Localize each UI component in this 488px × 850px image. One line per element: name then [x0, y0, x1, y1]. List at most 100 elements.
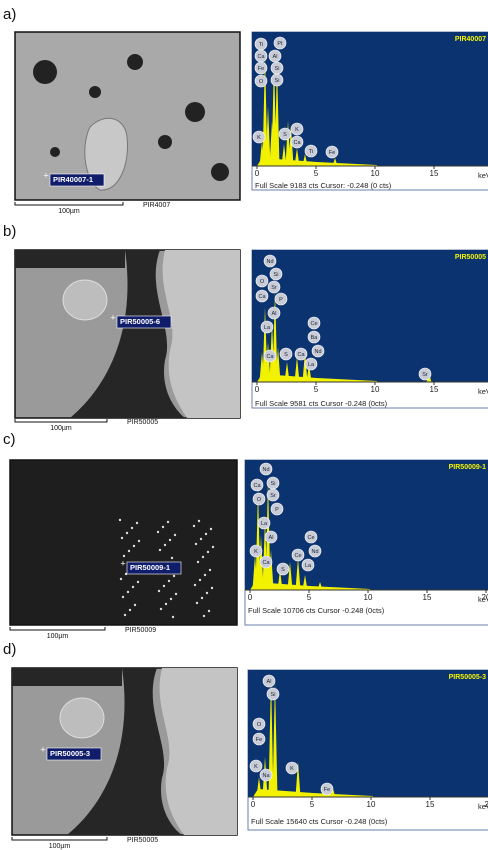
x-tick-label: 5 [307, 593, 312, 602]
sem-pore [185, 102, 205, 122]
element-label: Ca [297, 352, 305, 358]
element-label: P [279, 297, 283, 303]
element-label: Si [275, 78, 280, 84]
element-label: S [281, 567, 285, 573]
sem-speck [118, 518, 122, 522]
scale-bar [9, 627, 106, 631]
element-label: Ti [309, 149, 313, 155]
spectrum-footer: Full Scale 15640 cts Cursor -0.248 (0cts… [251, 817, 388, 826]
element-label: S [283, 132, 287, 138]
scale-bar [11, 837, 108, 841]
element-marker [263, 349, 277, 363]
element-label: La [308, 362, 315, 368]
element-marker [320, 782, 334, 796]
sem-image [14, 31, 241, 201]
element-marker [276, 562, 290, 576]
element-marker [311, 344, 325, 358]
element-marker [269, 267, 283, 281]
sem-speck [171, 615, 175, 619]
sem-pore [127, 54, 143, 70]
spectrum-background [250, 582, 370, 590]
spectrum-peak [272, 682, 278, 797]
element-label: Ba [311, 335, 319, 341]
sem-speck [157, 589, 161, 593]
spectrum-peak [262, 307, 268, 382]
sem-speck [135, 521, 139, 525]
element-label: Nd [266, 259, 273, 265]
sem-grain [62, 279, 108, 321]
sem-speck [210, 586, 214, 590]
element-label: Ti [259, 42, 263, 48]
sem-speck [204, 532, 208, 536]
sem-speck [196, 560, 200, 564]
x-unit: keV [478, 171, 488, 180]
element-marker [266, 687, 280, 701]
sem-speck [136, 580, 140, 584]
x-tick-label: 5 [310, 800, 315, 809]
sem-pore [50, 147, 60, 157]
sem-speck [195, 601, 199, 605]
sem-speck [120, 536, 124, 540]
element-label: La [305, 563, 312, 569]
x-unit: keV [478, 387, 488, 396]
element-marker [291, 548, 305, 562]
element-label: K [257, 135, 261, 141]
element-label: O [257, 722, 262, 728]
x-unit: keV [478, 595, 488, 604]
element-marker [418, 367, 432, 381]
x-tick-label: 5 [314, 169, 319, 178]
panel-label: c) [3, 431, 16, 448]
element-marker [255, 289, 269, 303]
panel-label: b) [3, 223, 16, 240]
element-marker [268, 49, 282, 63]
x-tick-label: 10 [371, 169, 380, 178]
spectrum-peak [274, 66, 280, 166]
spot-cross: + [43, 170, 48, 180]
sem-dark-region [67, 668, 182, 835]
scale-bar-label: 100µm [50, 425, 72, 432]
sem-speck [127, 549, 131, 553]
sem-speck [119, 577, 123, 581]
sem-speck [208, 568, 212, 572]
element-label: Al [269, 535, 274, 541]
x-tick-label: 20 [485, 800, 488, 809]
sem-speck [203, 573, 207, 577]
spot-cross: + [40, 744, 45, 754]
x-tick-label: 10 [367, 800, 376, 809]
element-marker [263, 254, 277, 268]
element-label: Sr [270, 493, 276, 499]
element-label: O [259, 79, 264, 85]
sem-speck [163, 543, 167, 547]
element-label: Sr [271, 285, 277, 291]
element-marker [249, 759, 263, 773]
element-label: K [295, 127, 299, 133]
element-label: Ca [258, 294, 266, 300]
sem-dark-top [12, 668, 122, 686]
element-label: Fe [329, 150, 335, 156]
element-marker [304, 357, 318, 371]
element-label: Al [272, 311, 277, 317]
spot-label-box [126, 561, 182, 575]
element-marker [307, 330, 321, 344]
sem-speck [198, 578, 202, 582]
element-label: K [254, 549, 258, 555]
element-label: Fe [324, 787, 330, 793]
element-marker [255, 274, 269, 288]
sample-label: PIR50005 [127, 837, 158, 844]
element-label: Si [275, 66, 280, 72]
sem-speck [131, 585, 135, 589]
spot-label-box [49, 173, 105, 187]
x-tick-label: 15 [423, 593, 432, 602]
x-tick-label: 5 [314, 385, 319, 394]
spectrum-background [253, 789, 373, 797]
sem-speck [211, 545, 215, 549]
scale-bar-label: 100µm [58, 208, 80, 215]
element-label: Ca [253, 483, 261, 489]
x-tick-label: 0 [251, 800, 256, 809]
x-tick-label: 0 [255, 169, 260, 178]
spectrum-plot [248, 670, 488, 797]
spectrum-peak [287, 562, 293, 590]
element-marker [249, 544, 263, 558]
sem-light-region [159, 668, 237, 835]
